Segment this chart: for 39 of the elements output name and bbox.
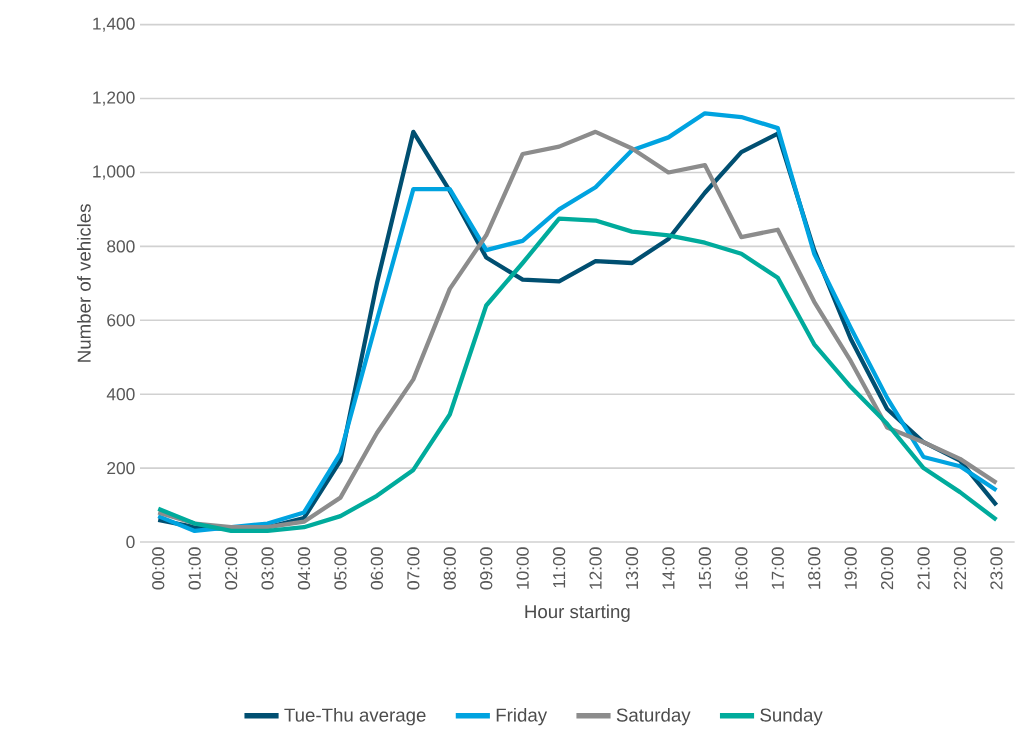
x-tick-label: 04:00 <box>297 547 311 590</box>
x-tick-label: 08:00 <box>443 547 456 590</box>
x-tick-label: 11:00 <box>552 547 566 588</box>
x-tick-label: 16:00 <box>735 547 748 589</box>
x-tick-label: 01:00 <box>188 547 201 590</box>
x-tick-label: 09:00 <box>480 547 493 590</box>
x-tick-label: 21:00 <box>917 547 930 590</box>
y-tick-label: 0 <box>126 535 135 549</box>
y-tick-label: 600 <box>107 314 135 327</box>
x-tick-label: 07:00 <box>407 547 420 590</box>
x-tick-label: 22:00 <box>953 547 967 590</box>
x-tick-label: 20:00 <box>880 547 894 590</box>
legend-label: Friday <box>496 707 548 726</box>
x-tick-label: 02:00 <box>224 547 238 590</box>
x-tick-label: 23:00 <box>990 547 1003 590</box>
x-tick-label: 14:00 <box>662 547 675 589</box>
y-tick-label: 1,400 <box>93 17 135 32</box>
legend-label: Saturday <box>616 707 691 726</box>
y-tick-label: 400 <box>106 388 135 401</box>
x-tick-label: 05:00 <box>334 547 347 590</box>
x-tick-label: 10:00 <box>516 547 529 589</box>
y-tick-label: 1,000 <box>93 165 135 180</box>
line-series <box>156 216 999 534</box>
x-tick-label: 19:00 <box>844 547 857 589</box>
x-axis-title: Hour starting <box>525 604 630 622</box>
x-tick-label: 03:00 <box>261 547 274 590</box>
legend-label: Sunday <box>760 707 823 726</box>
y-axis-title: Number of vehicles <box>77 204 91 362</box>
x-tick-label: 15:00 <box>698 547 712 589</box>
y-tick-label: 200 <box>107 461 135 475</box>
x-tick-label: 18:00 <box>808 547 821 589</box>
x-tick-label: 00:00 <box>152 547 165 590</box>
y-tick-label: 800 <box>107 240 135 253</box>
y-tick-label: 1,200 <box>93 91 135 106</box>
legend-label: Tue-Thu average <box>284 707 426 726</box>
x-tick-label: 17:00 <box>771 547 784 589</box>
x-tick-label: 06:00 <box>370 547 384 590</box>
x-tick-label: 12:00 <box>589 547 602 589</box>
x-tick-label: 13:00 <box>625 547 639 589</box>
